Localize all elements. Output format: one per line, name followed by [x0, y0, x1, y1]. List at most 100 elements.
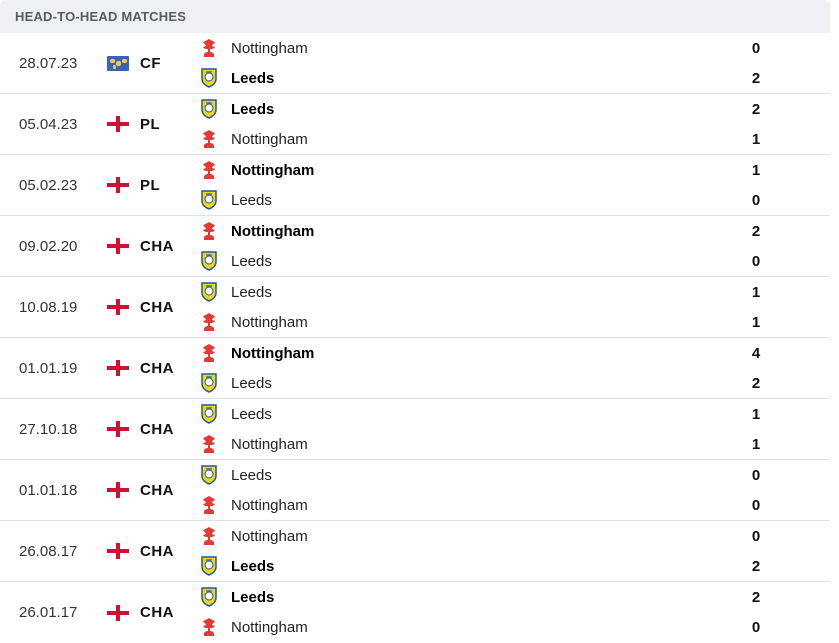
home-team-line: Nottingham 2 [200, 216, 760, 246]
away-team-score: 1 [751, 313, 761, 331]
world-flag-icon [107, 55, 129, 71]
match-row[interactable]: 01.01.18 CHA Leeds 0 Nottingham 0 [0, 460, 830, 521]
match-row[interactable]: 09.02.20 CHA Nottingham 2 Leeds 0 [0, 216, 830, 277]
match-row[interactable]: 26.08.17 CHA Nottingham 0 Leeds 2 [0, 521, 830, 582]
away-team-name: Nottingham [231, 313, 308, 331]
section-header: HEAD-TO-HEAD MATCHES [0, 0, 830, 33]
away-team-line: Leeds 0 [200, 246, 760, 276]
away-team-name: Leeds [231, 374, 272, 392]
nottingham-crest-icon [200, 434, 218, 454]
competition-label[interactable]: CHA [140, 359, 174, 377]
home-team-name: Nottingham [231, 527, 308, 545]
home-team-name: Leeds [231, 588, 275, 606]
nottingham-crest-icon [200, 495, 218, 515]
away-team-name: Nottingham [231, 496, 308, 514]
competition-label[interactable]: PL [140, 115, 161, 133]
home-team-line: Leeds 2 [200, 582, 760, 612]
competition-label[interactable]: PL [140, 176, 161, 194]
nottingham-crest-icon [200, 38, 218, 58]
england-flag-icon [107, 116, 129, 132]
leeds-crest-icon [200, 251, 218, 271]
away-team-name: Leeds [231, 252, 272, 270]
away-team-score: 0 [751, 252, 761, 270]
nottingham-crest-icon [200, 312, 218, 332]
home-team-line: Leeds 1 [200, 399, 760, 429]
away-team-line: Nottingham 0 [200, 490, 760, 520]
match-row[interactable]: 10.08.19 CHA Leeds 1 Nottingham 1 [0, 277, 830, 338]
home-team-score: 1 [751, 405, 761, 423]
home-team-line: Nottingham 1 [200, 155, 760, 185]
home-team-score: 0 [751, 39, 761, 57]
match-date: 28.07.23 [19, 54, 78, 72]
leeds-crest-icon [200, 68, 218, 88]
away-team-line: Leeds 2 [200, 368, 760, 398]
leeds-crest-icon [200, 465, 218, 485]
away-team-name: Nottingham [231, 618, 308, 636]
match-list: 28.07.23 CF Nottingham 0 Leeds 2 05.04.2… [0, 33, 830, 643]
match-row[interactable]: 27.10.18 CHA Leeds 1 Nottingham 1 [0, 399, 830, 460]
match-row[interactable]: 28.07.23 CF Nottingham 0 Leeds 2 [0, 33, 830, 94]
away-team-name: Leeds [231, 557, 275, 575]
home-team-name: Nottingham [231, 344, 315, 362]
away-team-line: Leeds 2 [200, 551, 760, 581]
england-flag-icon [107, 238, 129, 254]
leeds-crest-icon [200, 99, 218, 119]
match-row[interactable]: 05.04.23 PL Leeds 2 Nottingham 1 [0, 94, 830, 155]
away-team-score: 2 [751, 374, 761, 392]
away-team-name: Leeds [231, 69, 275, 87]
england-flag-icon [107, 543, 129, 559]
away-team-score: 0 [751, 496, 761, 514]
leeds-crest-icon [200, 282, 218, 302]
home-team-score: 0 [751, 527, 761, 545]
home-team-name: Nottingham [231, 39, 308, 57]
england-flag-icon [107, 177, 129, 193]
home-team-name: Nottingham [231, 161, 315, 179]
home-team-line: Nottingham 4 [200, 338, 760, 368]
competition-label[interactable]: CHA [140, 420, 174, 438]
competition-label[interactable]: CHA [140, 237, 174, 255]
competition-label[interactable]: CF [140, 54, 161, 72]
match-row[interactable]: 05.02.23 PL Nottingham 1 Leeds 0 [0, 155, 830, 216]
competition-label[interactable]: CHA [140, 542, 174, 560]
match-date: 05.04.23 [19, 115, 78, 133]
away-team-name: Nottingham [231, 130, 308, 148]
nottingham-crest-icon [200, 526, 218, 546]
away-team-score: 0 [751, 618, 761, 636]
home-team-name: Leeds [231, 283, 272, 301]
match-date: 10.08.19 [19, 298, 78, 316]
away-team-line: Leeds 2 [200, 63, 760, 93]
leeds-crest-icon [200, 556, 218, 576]
nottingham-crest-icon [200, 221, 218, 241]
away-team-score: 2 [751, 69, 761, 87]
home-team-line: Nottingham 0 [200, 33, 760, 63]
away-team-line: Nottingham 1 [200, 124, 760, 154]
nottingham-crest-icon [200, 160, 218, 180]
home-team-line: Leeds 0 [200, 460, 760, 490]
home-team-score: 2 [751, 222, 761, 240]
competition-label[interactable]: CHA [140, 481, 174, 499]
leeds-crest-icon [200, 373, 218, 393]
away-team-line: Nottingham 0 [200, 612, 760, 642]
england-flag-icon [107, 299, 129, 315]
away-team-score: 2 [751, 557, 761, 575]
england-flag-icon [107, 360, 129, 376]
home-team-score: 2 [751, 100, 761, 118]
england-flag-icon [107, 482, 129, 498]
competition-label[interactable]: CHA [140, 298, 174, 316]
england-flag-icon [107, 604, 129, 621]
match-date: 27.10.18 [19, 420, 78, 438]
nottingham-crest-icon [200, 617, 218, 637]
match-row[interactable]: 26.01.17 CHA Leeds 2 Nottingham 0 [0, 582, 830, 643]
match-date: 09.02.20 [19, 237, 78, 255]
home-team-score: 1 [751, 161, 761, 179]
competition-label[interactable]: CHA [140, 604, 174, 621]
match-row[interactable]: 01.01.19 CHA Nottingham 4 Leeds 2 [0, 338, 830, 399]
leeds-crest-icon [200, 190, 218, 210]
home-team-line: Leeds 1 [200, 277, 760, 307]
home-team-score: 2 [751, 588, 761, 606]
section-title: HEAD-TO-HEAD MATCHES [15, 9, 187, 24]
nottingham-crest-icon [200, 343, 218, 363]
away-team-line: Nottingham 1 [200, 307, 760, 337]
home-team-score: 4 [751, 344, 761, 362]
